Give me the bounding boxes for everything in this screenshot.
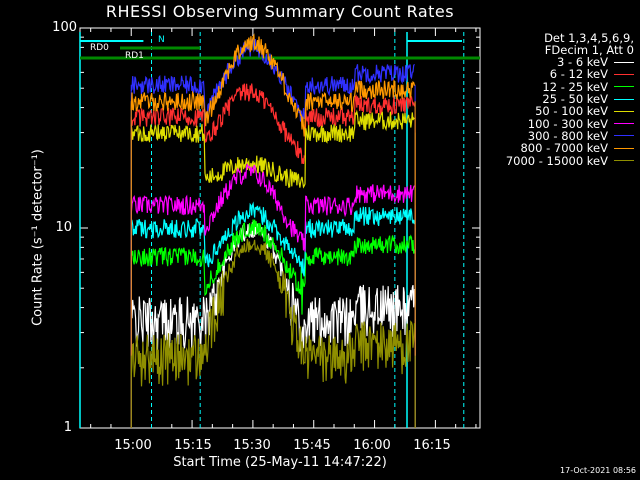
legend-swatch <box>614 123 634 125</box>
x-tick-label-1615: 16:15 <box>413 438 451 453</box>
series-line-5 <box>130 163 416 252</box>
x-tick-label-1530: 15:30 <box>233 438 271 453</box>
legend-entry: 25 - 50 keV <box>478 93 634 105</box>
legend-entry-label: 800 - 7000 keV <box>520 141 608 156</box>
legend-entry: 800 - 7000 keV <box>478 142 634 154</box>
legend-swatch <box>614 98 634 100</box>
x-axis-label: Start Time (25-May-11 14:47:22) <box>173 455 387 470</box>
legend-entry: 300 - 800 keV <box>478 130 634 142</box>
x-tick-label-1545: 15:45 <box>293 438 331 453</box>
x-tick-label-1515: 15:15 <box>174 438 212 453</box>
night-label: N <box>158 35 165 45</box>
legend-header-2: FDecim 1, Att 0 <box>544 43 634 57</box>
legend-swatch <box>614 110 634 112</box>
legend-entry: 12 - 25 keV <box>478 81 634 93</box>
legend-swatch <box>614 147 634 149</box>
y-tick-label-10: 10 <box>55 220 72 235</box>
legend-entry: 7000 - 15000 keV <box>478 153 634 168</box>
legend-swatch <box>614 61 634 63</box>
legend-entry-label: 100 - 300 keV <box>527 116 608 131</box>
series-line-1 <box>130 83 416 164</box>
legend-entry: 50 - 100 keV <box>478 105 634 117</box>
legend-entry-label: 25 - 50 keV <box>542 92 608 107</box>
legend-entry-label: 3 - 6 keV <box>557 55 608 70</box>
legend-entry-label: 6 - 12 keV <box>549 67 608 82</box>
series-line-8 <box>130 238 416 387</box>
legend-swatch <box>614 160 634 162</box>
legend-entry-label: 12 - 25 keV <box>542 79 608 94</box>
chart-title: RHESSI Observing Summary Count Rates <box>105 2 455 21</box>
series-line-2 <box>130 219 416 315</box>
legend-entry: 3 - 6 keV <box>478 56 634 68</box>
x-tick-label-1600: 16:00 <box>353 438 391 453</box>
timestamp: 17-Oct-2021 08:56 <box>560 466 636 475</box>
legend-entry-label: 300 - 800 keV <box>527 128 608 143</box>
y-tick-label-1: 1 <box>63 420 72 435</box>
legend-entry: 100 - 300 keV <box>478 116 634 131</box>
plot-frame <box>79 27 481 429</box>
legend-entry-label: 7000 - 15000 keV <box>505 153 608 168</box>
series-line-7 <box>130 33 416 137</box>
legend-entry-label: 50 - 100 keV <box>535 104 608 119</box>
y-tick-label-100: 100 <box>52 20 77 35</box>
series-line-4 <box>130 109 415 189</box>
legend-swatch <box>614 135 634 137</box>
y-axis-label: Count Rate (s⁻¹ detector⁻¹) <box>30 149 46 326</box>
x-tick-label-1500: 15:00 <box>114 438 152 453</box>
legend-swatch <box>614 86 634 88</box>
rd0-label: RD0 <box>90 43 109 53</box>
legend-entry: 6 - 12 keV <box>478 68 634 80</box>
series-line-3 <box>130 201 416 277</box>
legend-header-1: Det 1,3,4,5,6,9, <box>544 31 634 45</box>
legend: Det 1,3,4,5,6,9, FDecim 1, Att 0 3 - 6 k… <box>478 32 634 167</box>
rd1-label: RD1 <box>125 51 144 61</box>
legend-swatch <box>614 73 634 75</box>
